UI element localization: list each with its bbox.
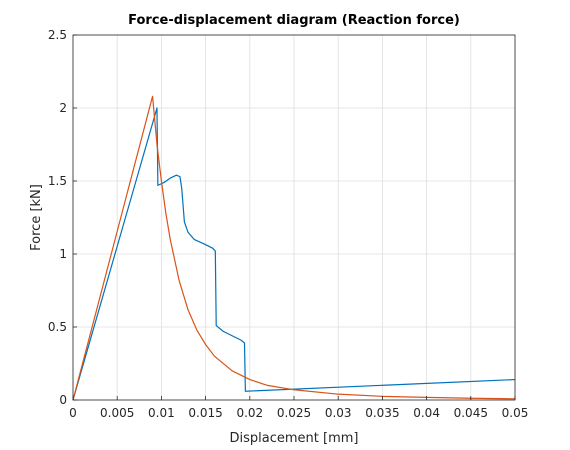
y-tick-label: 2.5 (48, 28, 67, 42)
tick-marks (72, 34, 516, 401)
y-axis-label: Force [kN] (29, 184, 44, 251)
y-tick-label: 2 (59, 101, 67, 115)
y-tick-label: 0 (59, 393, 67, 407)
y-tick-label: 0.5 (48, 320, 67, 334)
x-axis-tick-labels: 0 0.005 0.01 0.015 0.02 0.025 0.03 0.035 0.04 0.0… (69, 406, 528, 420)
grid (72, 34, 516, 401)
x-tick-label: 0.035 (365, 406, 399, 420)
x-tick-label: 0.015 (188, 406, 222, 420)
x-tick-label: 0.04 (413, 406, 440, 420)
x-tick-label: 0.03 (325, 406, 352, 420)
x-tick-label: 0 (69, 406, 77, 420)
x-axis-label: Displacement [mm] (230, 431, 359, 446)
x-tick-label: 0.05 (502, 406, 529, 420)
x-tick-label: 0.005 (100, 406, 134, 420)
x-tick-label: 0.025 (277, 406, 311, 420)
y-axis-tick-labels: 0 0.5 1 1.5 2 2.5 (48, 28, 67, 407)
y-tick-label: 1 (59, 247, 67, 261)
x-tick-label: 0.02 (236, 406, 263, 420)
chart-title: Force-displacement diagram (Reaction for… (128, 13, 460, 28)
plot-lines (72, 95, 516, 401)
series-line-2 (72, 95, 516, 401)
series-line-1 (72, 107, 516, 401)
x-tick-label: 0.01 (148, 406, 175, 420)
x-tick-label: 0.045 (454, 406, 488, 420)
y-tick-label: 1.5 (48, 174, 67, 188)
